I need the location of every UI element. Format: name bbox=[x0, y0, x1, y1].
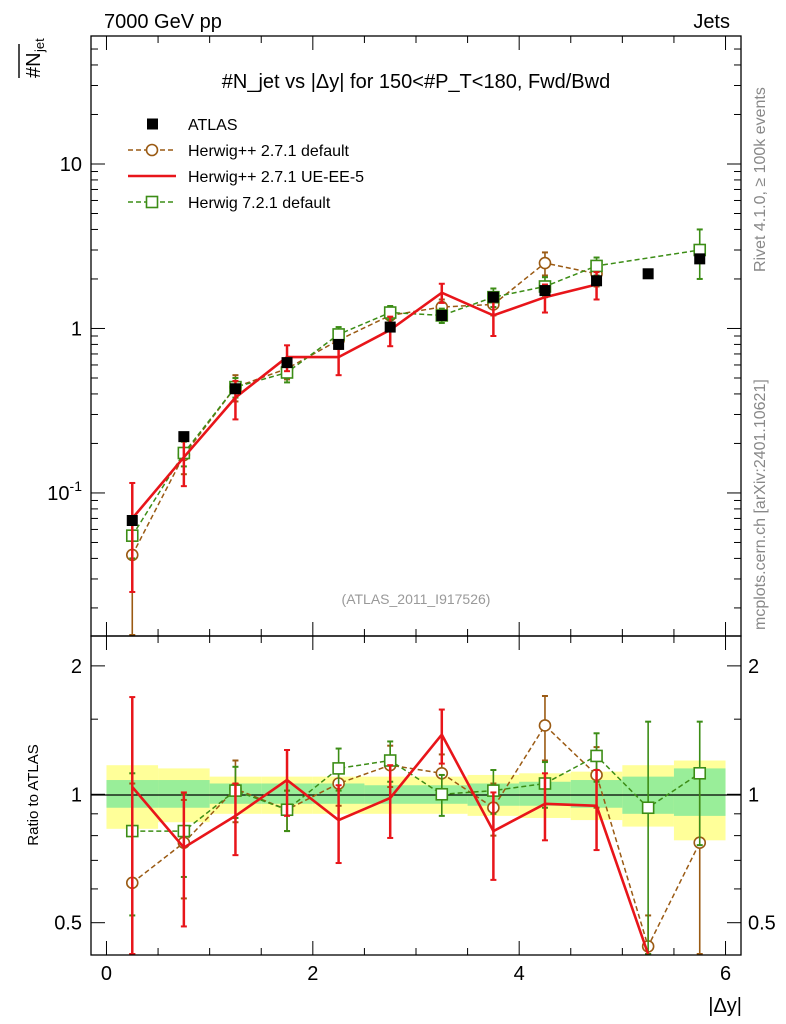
ratio-y-tick-label: 1 bbox=[71, 784, 82, 806]
data-point bbox=[641, 801, 655, 815]
svg-text:jet: jet bbox=[32, 38, 47, 53]
ratio-frame bbox=[90, 635, 742, 956]
data-point bbox=[590, 749, 603, 763]
data-point bbox=[487, 291, 499, 303]
data-point bbox=[281, 357, 293, 369]
legend-label: Herwig++ 2.7.1 default bbox=[188, 143, 350, 160]
series-herwig-2-7-1-default bbox=[125, 694, 707, 955]
legend-entry: Herwig++ 2.7.1 default bbox=[128, 143, 350, 160]
legend-label: ATLAS bbox=[188, 117, 238, 134]
ratio-series-group bbox=[125, 694, 707, 955]
x-tick-label: 2 bbox=[307, 963, 318, 985]
ratio-panel: 0.5 0.5 1 1 2 2 0 2 4 6 Ratio to ATLAS |Δy| bbox=[25, 635, 776, 1017]
legend-label: Herwig 7.2.1 default bbox=[188, 195, 331, 212]
data-point bbox=[436, 309, 448, 321]
ratio-y-tick-label-right: 2 bbox=[748, 656, 759, 678]
series-line bbox=[131, 249, 700, 537]
ratio-y-tick-label: 0.5 bbox=[54, 913, 82, 935]
ratio-y-tick-label-right: 1 bbox=[748, 784, 759, 806]
svg-text:#N: #N bbox=[23, 52, 45, 78]
legend-marker bbox=[145, 195, 159, 209]
x-axis-label: |Δy| bbox=[708, 995, 742, 1017]
ratio-ylabel: Ratio to ATLAS bbox=[25, 744, 42, 845]
rivet-label: Rivet 4.1.0, ≥ 100k events bbox=[752, 87, 769, 272]
legend-marker bbox=[145, 143, 159, 157]
y-tick-label: 1 bbox=[71, 318, 82, 340]
ratio-y-tick-label: 2 bbox=[71, 656, 82, 678]
data-point bbox=[435, 787, 449, 801]
legend-entry: ATLAS bbox=[147, 117, 238, 134]
y-tick-label: 10 bbox=[60, 154, 82, 176]
y-tick-label-exp: -1 bbox=[70, 478, 83, 494]
series-line bbox=[131, 283, 597, 520]
watermark: (ATLAS_2011_I917526) bbox=[342, 591, 491, 607]
ratio-y-tick-label-right: 0.5 bbox=[748, 913, 776, 935]
main-ylabel: #N jet bbox=[18, 38, 47, 78]
data-point bbox=[126, 515, 138, 527]
legend: ATLAS Herwig++ 2.7.1 default Herwig++ 2.7.… bbox=[128, 117, 364, 212]
main-title: #N_jet vs |Δy| for 150<#P_T<180, Fwd/Bwd bbox=[222, 71, 610, 93]
x-tick-label: 6 bbox=[720, 963, 731, 985]
series-herwig-2-7-1-ue-ee-5 bbox=[129, 696, 650, 955]
y-tick-label-base: 10 bbox=[47, 483, 69, 505]
header-right: Jets bbox=[693, 11, 730, 33]
series-herwig-2-7-1-default bbox=[125, 251, 603, 636]
data-point bbox=[693, 766, 707, 780]
data-point bbox=[642, 268, 654, 280]
x-tick-label: 0 bbox=[101, 963, 112, 985]
legend-label: Herwig++ 2.7.1 UE-EE-5 bbox=[188, 169, 364, 186]
chart-title: #N_jet vs |Δy| for 150<#P_T<180, Fwd/Bwd bbox=[222, 71, 610, 93]
ratio-bands bbox=[106, 760, 726, 841]
main-panel: #N_jet vs |Δy| for 150<#P_T<180, Fwd/Bwd… bbox=[47, 35, 742, 637]
data-point bbox=[332, 762, 345, 775]
series-herwig-7-2-1-default bbox=[125, 720, 707, 955]
data-point bbox=[229, 383, 241, 395]
data-point bbox=[178, 431, 190, 443]
y-tick-label: 10-1 bbox=[47, 478, 82, 505]
series-herwig-7-2-1-default bbox=[125, 228, 707, 560]
series-atlas bbox=[126, 253, 706, 527]
data-point bbox=[694, 253, 706, 265]
x-tick-label: 4 bbox=[514, 963, 525, 985]
mcplots-label: mcplots.cern.ch [arXiv:2401.10621] bbox=[752, 379, 769, 630]
header-left: 7000 GeV pp bbox=[104, 11, 222, 33]
series-line bbox=[131, 724, 701, 949]
data-point bbox=[538, 719, 552, 732]
data-point bbox=[590, 259, 603, 273]
ratio-axis-ticks: 0.5 0.5 1 1 2 2 0 2 4 6 bbox=[54, 636, 776, 985]
legend-entry: Herwig 7.2.1 default bbox=[128, 195, 331, 212]
data-point bbox=[539, 285, 551, 297]
main-series-group bbox=[125, 228, 707, 636]
data-point bbox=[332, 328, 345, 341]
series-line bbox=[132, 754, 701, 832]
legend-marker bbox=[147, 118, 158, 130]
series-line bbox=[131, 732, 650, 955]
data-point bbox=[384, 321, 396, 333]
data-point bbox=[333, 338, 345, 350]
legend-entry: Herwig++ 2.7.1 UE-EE-5 bbox=[128, 169, 364, 186]
series-line bbox=[131, 262, 597, 556]
data-point bbox=[591, 275, 603, 287]
data-point bbox=[538, 256, 552, 270]
